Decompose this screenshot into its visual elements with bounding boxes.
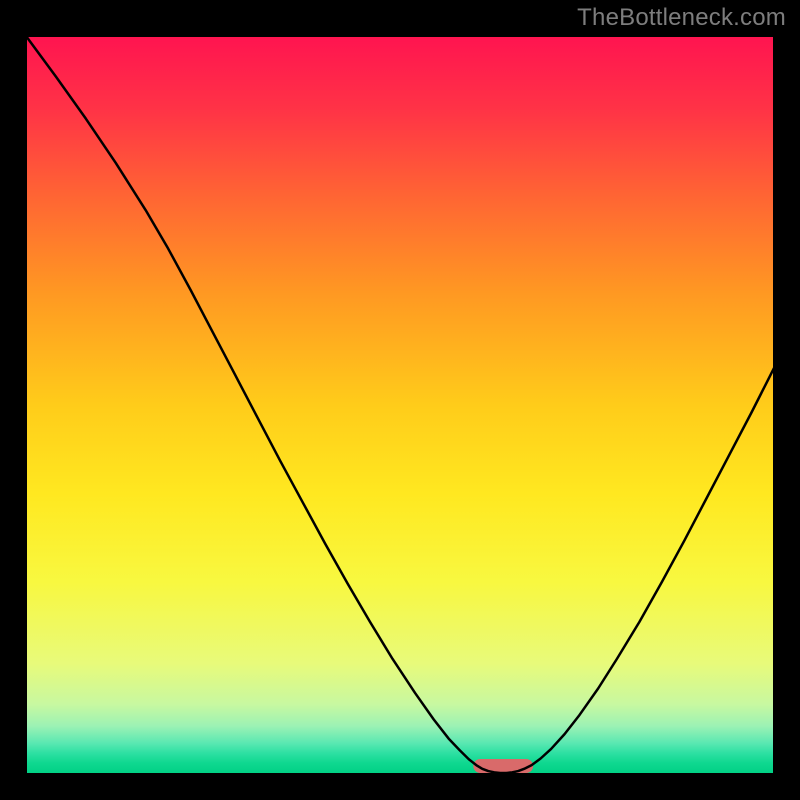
bottom-marker — [473, 759, 533, 773]
plot-background — [26, 36, 774, 774]
chart-container: { "watermark": { "text": "TheBottleneck.… — [0, 0, 800, 800]
gradient-curve-chart — [0, 0, 800, 800]
plot-area — [0, 0, 800, 800]
